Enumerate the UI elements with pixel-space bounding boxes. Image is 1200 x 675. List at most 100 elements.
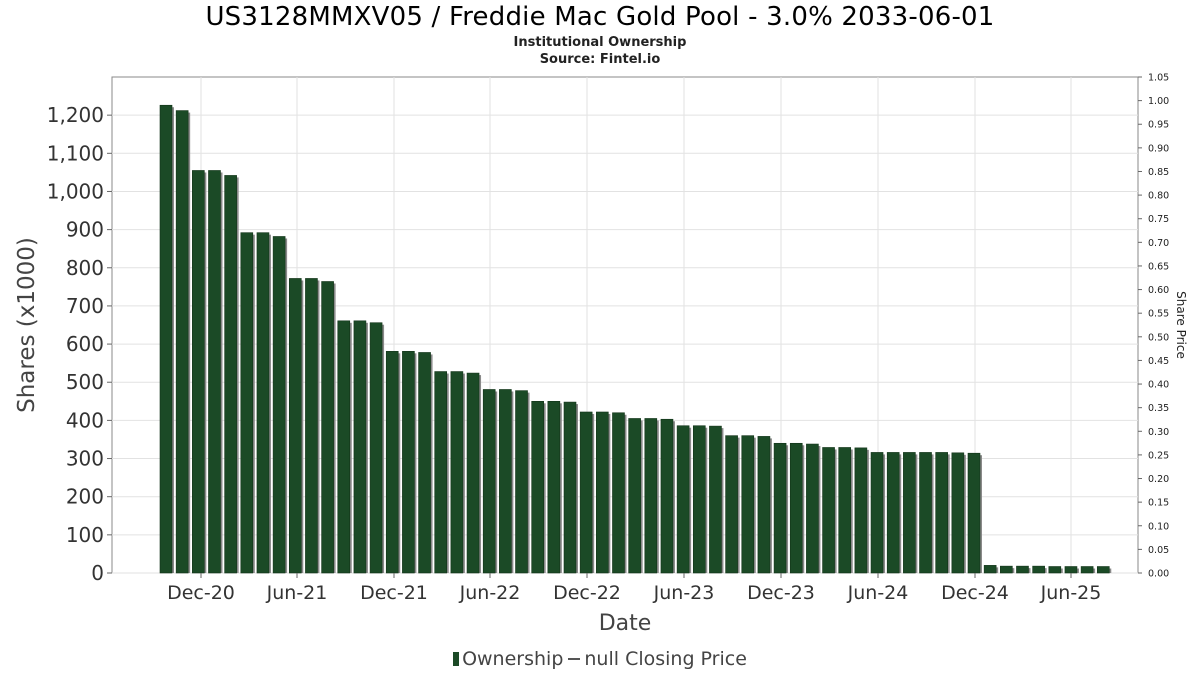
y-tick-label: 100 xyxy=(66,523,104,547)
ownership-bar xyxy=(1080,566,1094,574)
y-tick-label: 1,200 xyxy=(47,103,104,127)
y2-tick-label: 0.90 xyxy=(1148,143,1169,154)
ownership-bar xyxy=(1016,565,1029,574)
ownership-bar xyxy=(644,418,658,574)
y2-tick-label: 0.30 xyxy=(1148,427,1169,438)
ownership-bar xyxy=(224,175,237,574)
ownership-bar xyxy=(192,170,205,574)
chart-subtitle: Institutional Ownership xyxy=(513,35,687,50)
y-tick-label: 900 xyxy=(66,218,104,242)
x-tick-label: Dec-23 xyxy=(747,582,815,604)
ownership-bar xyxy=(838,447,852,574)
x-tick-label: Dec-22 xyxy=(553,582,621,604)
chart-legend: Ownership null Closing Price xyxy=(0,648,1200,670)
y2-tick-label: 0.50 xyxy=(1148,332,1169,343)
y2-tick-label: 0.00 xyxy=(1148,569,1169,580)
ownership-bar xyxy=(450,371,464,574)
y-tick-label: 0 xyxy=(91,561,104,585)
y-tick-label: 1,100 xyxy=(47,141,104,165)
y-tick-label: 600 xyxy=(66,332,104,356)
ownership-bar xyxy=(353,320,367,574)
y2-tick-label: 0.80 xyxy=(1148,191,1169,202)
ownership-bar xyxy=(305,278,318,574)
chart-title: US3128MMXV05 / Freddie Mac Gold Pool - 3… xyxy=(205,2,995,32)
ownership-bar xyxy=(208,170,221,574)
ownership-bar xyxy=(272,236,286,574)
y-tick-label: 400 xyxy=(66,408,104,432)
y-tick-label: 800 xyxy=(66,256,104,280)
ownership-bar xyxy=(903,452,916,574)
ownership-bar xyxy=(240,232,254,574)
y-axis-label: Shares (x1000) xyxy=(14,237,40,413)
y2-tick-label: 0.70 xyxy=(1148,238,1169,249)
y-tick-label: 700 xyxy=(66,294,104,318)
ownership-bar xyxy=(935,452,948,574)
ownership-bar xyxy=(870,452,884,574)
y2-tick-label: 0.55 xyxy=(1148,309,1169,320)
y2-tick-label: 0.45 xyxy=(1148,356,1169,367)
ownership-bar xyxy=(1032,565,1045,574)
x-tick-label: Jun-23 xyxy=(653,582,715,604)
x-axis-label: Date xyxy=(599,611,652,636)
ownership-bar xyxy=(385,351,399,574)
ownership-bar xyxy=(1064,566,1078,574)
ownership-bar xyxy=(1048,566,1062,574)
y-axis-left: 0 100 200 300 400 500 600 700 800 900 1,000 1,100 1,… xyxy=(47,103,112,585)
ownership-bar xyxy=(288,278,302,574)
x-tick-label: Jun-25 xyxy=(1040,582,1102,604)
ownership-bar xyxy=(692,425,706,574)
y2-axis-label: Share Price xyxy=(1174,291,1188,359)
y2-tick-label: 0.35 xyxy=(1148,403,1169,414)
ownership-bar xyxy=(660,418,674,574)
ownership-bar xyxy=(854,447,868,574)
ownership-bar xyxy=(628,418,641,574)
ownership-bar xyxy=(983,565,997,574)
ownership-bar xyxy=(951,452,965,574)
ownership-bar xyxy=(369,322,383,574)
y-tick-label: 1,000 xyxy=(47,179,104,203)
ownership-bar xyxy=(967,452,981,574)
ownership-bar xyxy=(499,389,512,574)
y2-tick-label: 0.75 xyxy=(1148,214,1169,225)
y-tick-label: 300 xyxy=(66,447,104,471)
ownership-bar xyxy=(434,371,448,574)
ownership-bar xyxy=(773,442,787,574)
y2-tick-label: 1.05 xyxy=(1148,73,1169,84)
ownership-bar xyxy=(919,452,932,574)
ownership-bar xyxy=(159,104,173,574)
ownership-bar xyxy=(886,452,900,574)
ownership-bar xyxy=(1096,566,1110,574)
ownership-bar xyxy=(466,372,480,574)
ownership-bar xyxy=(337,320,351,574)
y2-tick-label: 0.40 xyxy=(1148,380,1169,391)
y2-tick-label: 0.95 xyxy=(1148,120,1169,131)
y2-tick-label: 0.60 xyxy=(1148,285,1169,296)
y-tick-label: 500 xyxy=(66,370,104,394)
y2-tick-label: 1.00 xyxy=(1148,96,1169,107)
y2-tick-label: 0.05 xyxy=(1148,545,1169,556)
ownership-bar xyxy=(612,412,625,574)
ownership-bar xyxy=(402,351,415,574)
ownership-bar xyxy=(418,352,431,574)
x-axis: Dec-20 Jun-21 Dec-21 Jun-22 Dec-22 Jun-23 Dec-… xyxy=(167,573,1101,604)
x-tick-label: Jun-24 xyxy=(847,582,909,604)
ownership-bar xyxy=(676,425,690,574)
ownership-bar xyxy=(515,390,528,574)
ownership-bar xyxy=(321,281,334,574)
y2-tick-label: 0.85 xyxy=(1148,167,1169,178)
ownership-bar xyxy=(563,401,577,574)
ownership-bar xyxy=(789,442,803,574)
ownership-bar xyxy=(579,411,593,574)
y-tick-label: 200 xyxy=(66,485,104,509)
x-tick-label: Jun-22 xyxy=(459,582,521,604)
ownership-bar xyxy=(709,425,722,574)
ownership-bar xyxy=(806,443,819,574)
legend-ownership-label: Ownership xyxy=(462,648,564,670)
ownership-bar xyxy=(741,435,755,574)
chart-source: Source: Fintel.io xyxy=(539,52,661,67)
ownership-bar xyxy=(822,447,835,574)
legend-price-label: null Closing Price xyxy=(584,648,747,670)
ownership-bar xyxy=(175,110,189,574)
legend-ownership-swatch xyxy=(453,652,460,666)
